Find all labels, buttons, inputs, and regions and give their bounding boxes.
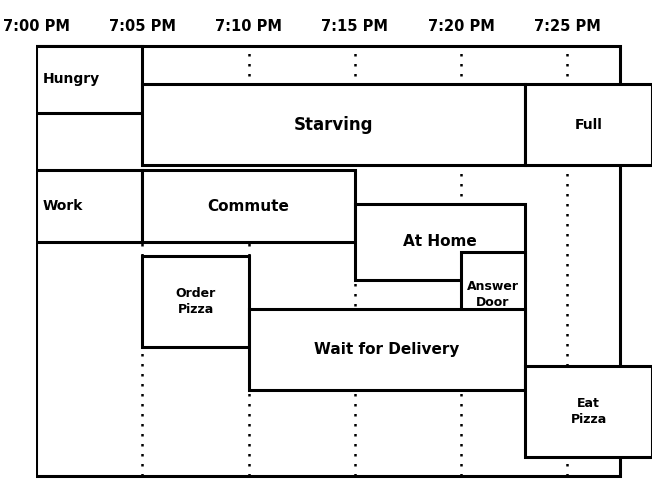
Text: 7:05 PM: 7:05 PM [109, 19, 176, 34]
Text: Starving: Starving [294, 116, 373, 134]
Text: Commute: Commute [208, 198, 290, 213]
Text: 7:00 PM: 7:00 PM [3, 19, 70, 34]
Bar [525, 84, 652, 166]
Text: Eat
Pizza: Eat Pizza [571, 397, 607, 426]
Text: Work: Work [43, 199, 83, 213]
Bar [525, 366, 652, 457]
Bar [249, 309, 525, 390]
Text: Full: Full [574, 118, 603, 132]
Bar [355, 204, 525, 280]
Text: Order
Pizza: Order Pizza [176, 287, 215, 317]
Text: At Home: At Home [403, 235, 477, 249]
Text: Wait for Delivery: Wait for Delivery [314, 342, 459, 357]
Bar [143, 84, 525, 166]
Text: 7:15 PM: 7:15 PM [322, 19, 388, 34]
Bar [143, 170, 355, 242]
Text: 7:20 PM: 7:20 PM [428, 19, 495, 34]
Bar [36, 46, 143, 113]
Bar [36, 170, 143, 242]
Text: Hungry: Hungry [43, 72, 100, 86]
Text: 7:10 PM: 7:10 PM [215, 19, 282, 34]
Text: 7:25 PM: 7:25 PM [534, 19, 601, 34]
Text: Answer
Door: Answer Door [467, 280, 519, 309]
Bar [143, 257, 249, 347]
Bar [461, 252, 525, 338]
